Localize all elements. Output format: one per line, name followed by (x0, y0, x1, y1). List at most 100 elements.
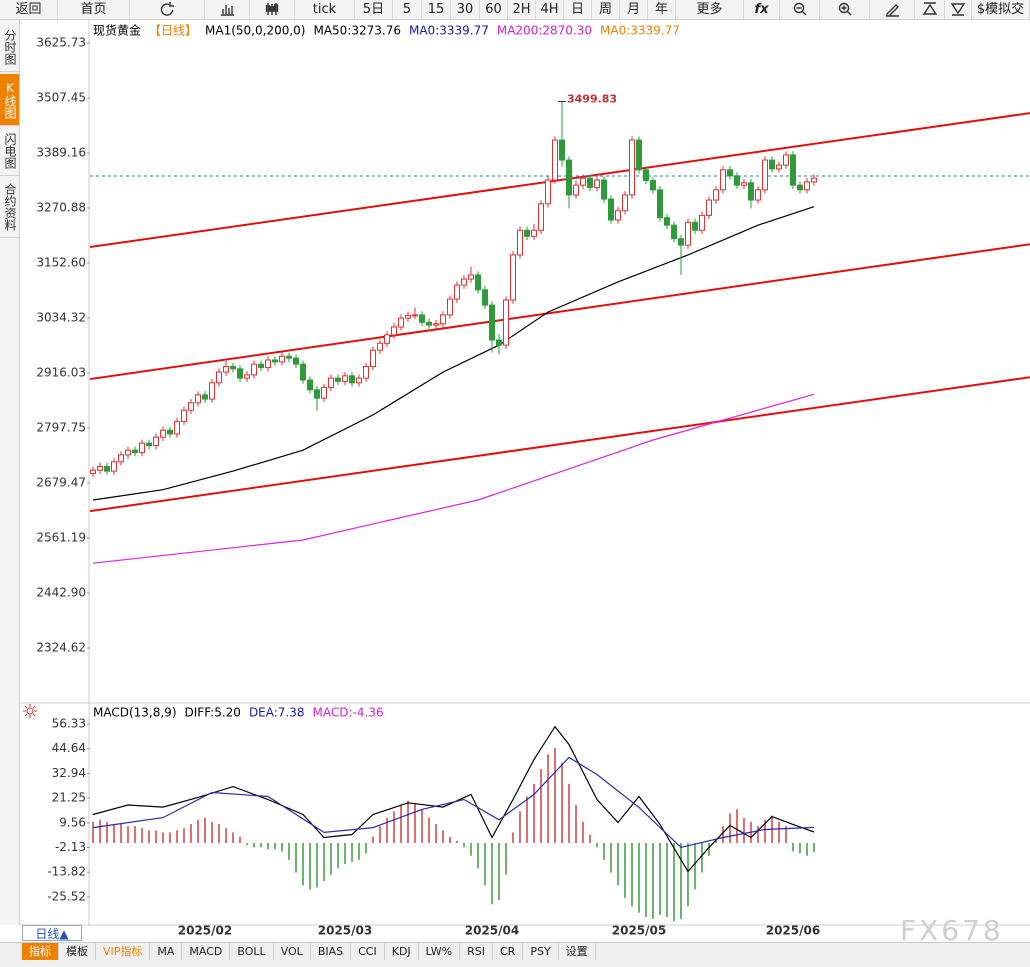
candle-body (754, 189, 761, 201)
candle-body (425, 321, 432, 326)
y-tick-label: 32.94 (52, 766, 86, 780)
toolbar-button[interactable]: tick (295, 0, 355, 19)
y-tick-label: 21.25 (52, 791, 86, 805)
toolbar-button[interactable]: 返回 (0, 0, 58, 19)
candle-body (502, 299, 509, 346)
tab[interactable]: 设置 (559, 943, 596, 960)
toolbar-button[interactable] (780, 0, 820, 19)
candle-body (621, 194, 628, 212)
candle-body (237, 368, 244, 379)
toolbar-button[interactable]: 年 (648, 0, 676, 19)
toolbar-button[interactable]: 60 (480, 0, 508, 19)
toolbar-button[interactable]: 2H (508, 0, 536, 19)
tab[interactable]: VIP指标 (96, 943, 151, 960)
tab[interactable]: CR (493, 943, 524, 960)
candle-body (733, 175, 740, 186)
candle-body (404, 314, 411, 319)
candle-body (663, 217, 670, 226)
candle-body (768, 159, 775, 170)
tab[interactable]: MA (150, 943, 183, 960)
candle-body (642, 169, 649, 182)
candle-body (153, 436, 160, 447)
candle-body (649, 180, 656, 191)
candle-body (775, 164, 782, 170)
legend-text: MACD:-4.36 (313, 706, 384, 720)
tab[interactable]: 模板 (59, 943, 96, 960)
candle-body (258, 363, 265, 368)
candle-body (572, 184, 579, 196)
side-tabs: 分时图 K线图 闪电图 合约资料 (0, 20, 20, 925)
side-tab[interactable]: 合约资料 (0, 176, 19, 238)
watermark: FX678 (900, 914, 1004, 947)
tab[interactable]: LW% (419, 943, 461, 960)
candle-body (160, 429, 167, 438)
candle-body (607, 198, 614, 221)
toolbar-button[interactable] (945, 0, 972, 19)
toolbar-button[interactable]: 5日 (355, 0, 393, 19)
tab[interactable]: BIAS (311, 943, 352, 960)
tab[interactable]: MACD (182, 943, 231, 960)
trend-line (89, 112, 1030, 248)
candle-body (391, 326, 398, 336)
candle-body (377, 342, 384, 351)
tab[interactable]: BOLL (230, 943, 274, 960)
toolbar-button[interactable] (820, 0, 870, 19)
toolbar-button[interactable]: 日 (564, 0, 592, 19)
period-button[interactable]: 日线▲ (22, 925, 82, 941)
toolbar-button[interactable]: fx (744, 0, 780, 19)
tab[interactable]: 指标 (22, 943, 59, 960)
side-tab[interactable]: 分时图 (0, 22, 19, 72)
toolbar-button[interactable]: 周 (592, 0, 620, 19)
tab[interactable]: CCI (351, 943, 385, 960)
candle-body (726, 169, 733, 177)
toolbar-button[interactable]: 首页 (58, 0, 130, 19)
toolbar-icon (221, 5, 234, 16)
y-tick-label: 2561.19 (36, 531, 86, 545)
toolbar-button[interactable] (915, 0, 945, 19)
candle-body (132, 449, 139, 454)
toolbar-button[interactable]: 更多 (676, 0, 744, 19)
candle-body (712, 189, 719, 201)
candle-body (516, 229, 523, 256)
candle-body (558, 139, 565, 161)
icon-shape (793, 2, 806, 16)
toolbar-button[interactable]: 15 (422, 0, 451, 19)
candle-body (293, 357, 300, 365)
tab[interactable]: VOL (274, 943, 311, 960)
candle-body (579, 177, 586, 186)
toolbar-button[interactable]: $模拟交 (972, 0, 1030, 19)
candle-body (202, 394, 209, 400)
side-tab[interactable]: K线图 (0, 74, 19, 126)
toolbar-button[interactable]: 30 (451, 0, 480, 19)
candle-body (684, 221, 691, 246)
tab[interactable]: PSY (523, 943, 559, 960)
candle-body (356, 377, 363, 384)
side-tab[interactable]: 闪电图 (0, 126, 19, 176)
candle-body (803, 181, 810, 191)
candle-body (698, 214, 705, 231)
candle-body (670, 224, 677, 240)
tab[interactable]: RSI (460, 943, 493, 960)
toolbar-button[interactable] (870, 0, 915, 19)
candle-body (174, 420, 181, 435)
trend-line (89, 376, 1030, 513)
candle-body (104, 465, 111, 472)
toolbar-button[interactable] (205, 0, 250, 19)
candle-body (677, 238, 684, 246)
tab[interactable]: KDJ (385, 943, 419, 960)
toolbar-button[interactable]: 4H (536, 0, 564, 19)
icon-shape (221, 5, 234, 16)
toolbar-button[interactable] (130, 0, 205, 19)
high-label: 3499.83 (567, 93, 617, 106)
legend-text: MA200:2870.30 (497, 24, 592, 38)
toolbar-button[interactable]: 月 (620, 0, 648, 19)
y-tick-label: -13.82 (47, 865, 86, 879)
candle-body (544, 179, 551, 205)
toolbar-button[interactable] (250, 0, 295, 19)
candle-body (418, 314, 425, 323)
toolbar-button[interactable]: 5 (393, 0, 422, 19)
candle-body (488, 304, 495, 341)
candle-body (460, 278, 467, 286)
trend-line (89, 243, 1030, 381)
